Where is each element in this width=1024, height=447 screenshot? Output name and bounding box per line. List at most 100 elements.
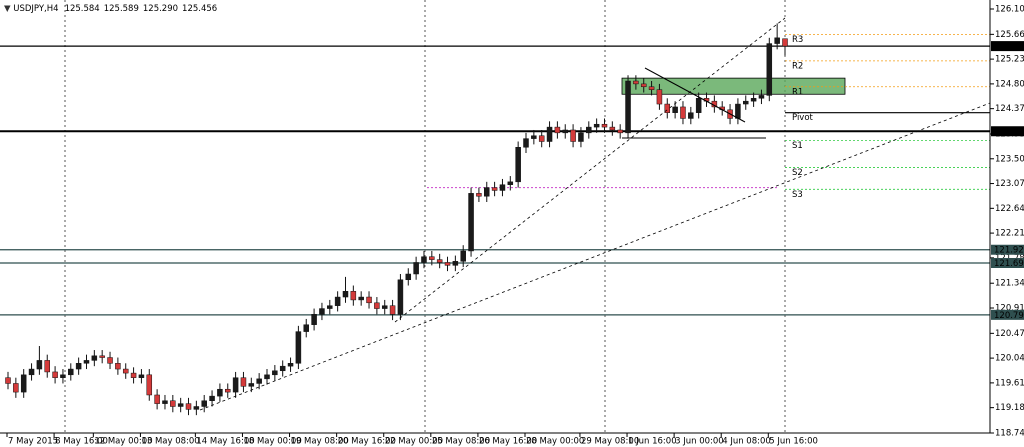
x-tick-label: 22 May 00:00 xyxy=(385,437,443,447)
candle-body xyxy=(193,406,200,410)
y-tick-label: 119.180 xyxy=(995,403,1024,413)
x-tick-label: 29 May 08:00 xyxy=(581,437,639,447)
price-tag xyxy=(991,244,1024,255)
price-tag-label: 120.791 xyxy=(994,311,1024,321)
candle-body xyxy=(688,112,694,119)
candle-body xyxy=(625,80,631,134)
y-tick-label: 120.040 xyxy=(995,354,1024,364)
y-tick-label: 123.500 xyxy=(995,154,1024,164)
pivot-label: R3 xyxy=(792,35,803,45)
candle-body xyxy=(476,193,482,197)
x-tick-label: 13 May 08:00 xyxy=(141,437,199,447)
candle-body xyxy=(60,374,66,378)
y-tick-label: 122.210 xyxy=(995,229,1024,239)
pivot-label: S1 xyxy=(792,141,803,151)
candle-body xyxy=(531,135,537,139)
candle-body xyxy=(52,371,58,378)
candle-body xyxy=(107,357,113,364)
zone xyxy=(621,77,846,95)
candle-body xyxy=(83,360,90,364)
x-tick-label: 18 May 00:00 xyxy=(243,437,301,447)
candle-body xyxy=(303,324,309,332)
x-tick-label: 1 Jun 16:00 xyxy=(628,437,677,447)
candle-body xyxy=(374,302,380,309)
candle-body xyxy=(232,377,239,393)
chart-title: ▼ USDJPY,H4 125.584 125.589 125.290 125.456 xyxy=(4,4,217,14)
y-tick-label: 118.740 xyxy=(995,429,1024,439)
candle-body xyxy=(185,403,192,410)
candle-body xyxy=(664,103,671,113)
candle-body xyxy=(5,377,11,384)
candle-body xyxy=(177,403,184,407)
candle-body xyxy=(554,126,561,134)
candle-body xyxy=(617,129,623,134)
candle-body xyxy=(397,279,404,315)
y-tick-label: 120.910 xyxy=(995,303,1024,313)
candle-body xyxy=(507,181,514,185)
candle-body xyxy=(766,43,773,96)
candle-body xyxy=(334,296,341,306)
x-tick-label: 26 May 16:00 xyxy=(479,437,537,447)
candle-body xyxy=(91,355,98,361)
candle-body xyxy=(570,129,576,142)
candle-body xyxy=(170,400,176,407)
price-tag-label: 121.921 xyxy=(994,246,1024,256)
candle-body xyxy=(381,305,388,309)
x-tick-label: 8 May 16:00 xyxy=(55,437,108,447)
candle-body xyxy=(672,106,678,113)
candle-body xyxy=(695,98,702,113)
candle-body xyxy=(217,388,223,397)
x-tick-label: 28 May 00:00 xyxy=(526,437,584,447)
candle-body xyxy=(648,86,655,90)
price-tag xyxy=(991,257,1024,268)
price-tag-label: 123.978 xyxy=(994,127,1024,137)
x-tick-label: 14 May 16:00 xyxy=(196,437,254,447)
candle-body xyxy=(130,372,137,378)
separators xyxy=(64,0,786,433)
candle-body xyxy=(20,374,27,393)
candle-body xyxy=(468,193,474,252)
candle-body xyxy=(13,383,19,393)
price-tag-label: 125.456 xyxy=(994,42,1024,52)
pivot-label: S3 xyxy=(792,190,803,200)
x-tick-label: 3 Jun 00:00 xyxy=(675,437,724,447)
symbol: USDJPY,H4 xyxy=(13,4,58,14)
candle-body xyxy=(735,103,741,119)
candle-body xyxy=(750,98,757,102)
candle-body xyxy=(523,138,529,148)
x-tick-label: 5 Jun 16:00 xyxy=(769,437,818,447)
candle-body xyxy=(162,400,168,404)
price-tag-label: 121.691 xyxy=(994,259,1024,269)
price-tag xyxy=(991,126,1024,137)
candle-body xyxy=(311,314,317,325)
candle-body xyxy=(272,370,278,376)
candle-body xyxy=(350,291,357,301)
candle-body xyxy=(774,37,780,44)
candle-body xyxy=(452,261,459,266)
quote: 125.584 xyxy=(65,4,100,14)
candle-body xyxy=(421,256,427,263)
candle-body xyxy=(154,394,160,404)
menu-arrow: ▼ xyxy=(4,4,13,14)
quote: 125.456 xyxy=(182,4,217,14)
candle-body xyxy=(562,129,568,134)
y-tick-label: 119.610 xyxy=(995,378,1024,388)
candle-body xyxy=(429,256,435,260)
candle-body xyxy=(444,262,451,266)
candle-body xyxy=(44,360,50,373)
candle-body xyxy=(138,374,145,378)
pivot-label: S2 xyxy=(792,168,803,178)
candle-body xyxy=(656,89,663,105)
candle-body xyxy=(28,368,35,376)
candle-body xyxy=(436,259,443,263)
candle-body xyxy=(264,374,270,380)
candle-body xyxy=(405,273,412,281)
price-tag xyxy=(991,309,1024,320)
candle-body xyxy=(782,38,788,47)
y-tick-label: 122.640 xyxy=(995,204,1024,214)
quote: 125.589 xyxy=(104,4,139,14)
candle-body xyxy=(515,147,521,183)
x-tick-label: 20 May 16:00 xyxy=(338,437,396,447)
candle-body xyxy=(586,126,592,134)
